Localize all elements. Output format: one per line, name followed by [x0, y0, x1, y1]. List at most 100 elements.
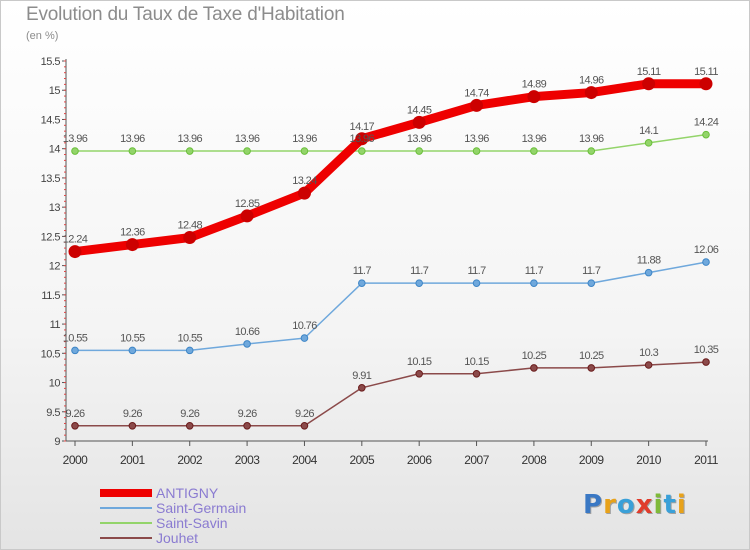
data-label: 11.7	[353, 265, 372, 277]
legend: ANTIGNY Saint-Germain Saint-Savin Jouhet	[100, 484, 246, 546]
data-label: 14.24	[694, 117, 719, 129]
x-tick-label: 2001	[120, 453, 146, 467]
data-label: 9.26	[123, 408, 142, 420]
data-point	[128, 147, 137, 155]
data-point	[185, 422, 194, 430]
data-point	[642, 77, 656, 91]
data-point	[415, 147, 423, 155]
logo-letter: i	[653, 490, 664, 520]
y-tick-label: 15.5	[41, 56, 61, 68]
data-point	[243, 422, 251, 430]
y-tick-label: 12.5	[41, 231, 61, 243]
y-tick-label: 10	[49, 378, 61, 390]
data-point	[587, 279, 596, 287]
data-point	[412, 115, 426, 129]
legend-label-antigny: ANTIGNY	[156, 484, 219, 501]
data-point	[644, 361, 653, 369]
data-label: 15.11	[637, 66, 661, 78]
data-point	[358, 384, 366, 392]
data-label: 9.91	[352, 370, 371, 382]
data-point	[71, 422, 79, 430]
data-point	[702, 258, 710, 266]
y-tick-label: 11.5	[41, 290, 60, 302]
legend-item-jouhet: Jouhet	[100, 529, 246, 546]
x-tick-label: 2007	[464, 453, 490, 467]
data-point	[587, 364, 596, 372]
data-label: 13.96	[350, 133, 375, 145]
data-point	[527, 90, 541, 104]
data-label: 10.3	[639, 347, 658, 359]
x-tick-label: 2005	[349, 453, 375, 467]
data-point	[128, 346, 137, 355]
data-point	[644, 139, 653, 147]
legend-label-jouhet: Jouhet	[156, 529, 199, 546]
data-label: 10.55	[177, 332, 202, 344]
data-label: 14.45	[407, 104, 432, 116]
data-point	[530, 364, 538, 372]
data-label: 11.7	[582, 265, 601, 277]
data-label: 13.96	[464, 133, 489, 145]
x-tick-label: 2010	[636, 453, 662, 467]
data-label: 12.36	[120, 227, 145, 239]
data-label: 13.24	[292, 175, 317, 187]
data-label: 14.1	[639, 125, 658, 137]
data-point	[128, 422, 137, 430]
logo-letter: o	[616, 490, 636, 520]
legend-label-saint-savin: Saint-Savin	[156, 514, 228, 531]
logo-letter: r	[603, 490, 617, 520]
data-label: 13.96	[292, 133, 317, 145]
data-point	[183, 231, 197, 245]
data-label: 12.24	[63, 234, 88, 246]
y-tick-label: 13	[49, 202, 61, 214]
y-tick-label: 12	[49, 261, 61, 273]
logo-letter: x	[635, 490, 654, 520]
data-label: 9.26	[238, 408, 257, 420]
data-point	[185, 147, 194, 155]
y-tick-label: 9.5	[46, 407, 60, 419]
data-point	[297, 186, 311, 200]
y-tick-label: 14.5	[41, 114, 61, 126]
data-label: 10.15	[407, 356, 432, 368]
data-point	[355, 132, 369, 146]
x-tick-label: 2004	[292, 453, 318, 467]
unit-label: (en %)	[26, 30, 59, 42]
data-label: 11.7	[525, 265, 544, 277]
data-point	[358, 279, 366, 287]
data-point	[125, 238, 139, 252]
legend-swatch-saint-germain	[100, 506, 152, 509]
y-tick-label: 11	[50, 319, 61, 331]
logo-letter: t	[663, 490, 677, 520]
data-point	[243, 147, 251, 155]
y-tick-label: 13.5	[41, 173, 61, 185]
x-tick-label: 2002	[177, 453, 203, 467]
y-tick-label: 15	[49, 85, 61, 97]
y-tick-label: 10.5	[41, 348, 61, 360]
data-label: 10.55	[63, 332, 88, 344]
data-label: 11.7	[467, 265, 486, 277]
data-label: 12.85	[235, 198, 260, 210]
data-point	[472, 369, 481, 378]
data-point	[584, 86, 598, 100]
data-point	[240, 209, 254, 223]
proxiti-logo: Proxiti	[583, 490, 687, 520]
data-label: 9.26	[65, 408, 84, 420]
data-point	[415, 369, 423, 378]
data-point	[358, 147, 366, 155]
data-label: 10.35	[694, 344, 719, 356]
data-point	[530, 279, 538, 287]
data-point	[699, 77, 713, 91]
y-tick-label: 14	[49, 144, 61, 156]
data-label: 10.25	[522, 350, 547, 362]
logo-letter: P	[583, 490, 604, 520]
data-label: 13.96	[177, 133, 202, 145]
data-label: 14.96	[579, 75, 604, 87]
data-point	[243, 340, 251, 348]
data-label: 12.48	[177, 220, 202, 232]
data-label: 13.96	[522, 133, 547, 145]
data-label: 13.96	[63, 133, 88, 145]
data-point	[300, 147, 309, 155]
legend-swatch-jouhet	[100, 536, 152, 539]
series-line-antigny	[70, 79, 711, 257]
legend-swatch-saint-savin	[100, 521, 152, 524]
legend-swatch-antigny	[100, 488, 152, 497]
